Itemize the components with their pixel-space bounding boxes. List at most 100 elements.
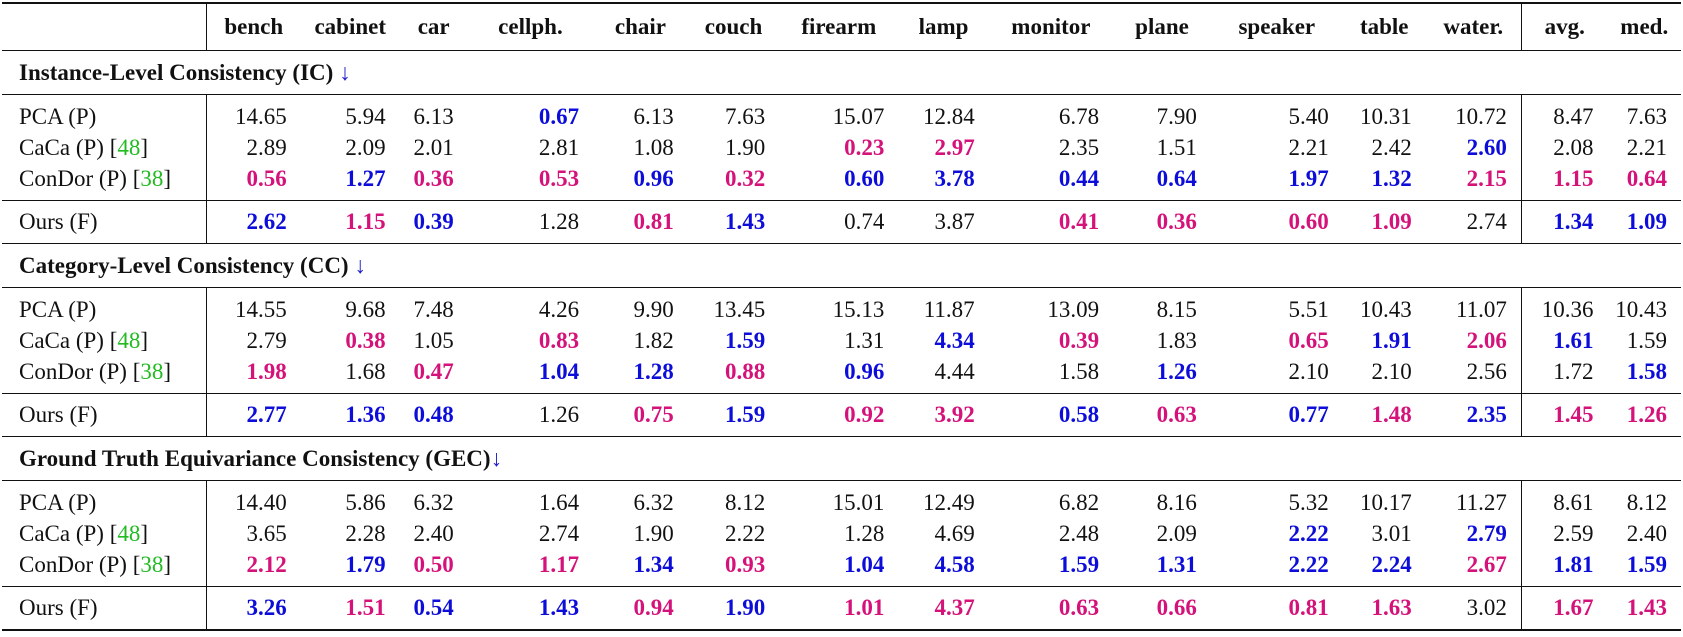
column-header-table: table [1342,2,1426,51]
value-cell: 2.10 [1371,359,1412,384]
table-row: Ours (F) 3.26 1.51 0.54 1.43 0.94 1.90 1.01 4.37… [2,586,1681,631]
value-cell: 2.48 [1058,521,1100,546]
value-cell: 0.60 [1210,200,1343,244]
value-cell: 3.02 [1425,586,1522,631]
value-cell: 1.98 [246,359,287,384]
citation-link[interactable]: 38 [140,552,164,577]
method-name: Ours (F) [19,209,98,234]
value-cell: 4.26 [538,297,580,322]
value-cell: 0.60 [844,166,885,191]
value-cell: 12.84 [922,104,975,129]
value-cell: 1.28 [467,200,594,244]
method-name: ConDor (P) [19,552,127,577]
down-arrow-icon: ↓ [339,60,351,85]
value-cell: 1.32 [1371,166,1412,191]
value-cell: 4.44 [934,359,975,384]
citation-link[interactable]: 38 [140,359,164,384]
column-header-med: med. [1607,2,1681,51]
value-cell: 1.08 [633,135,674,160]
value-cell: 0.64 [1156,166,1197,191]
value-cell: 0.53 [538,166,580,191]
value-cell: 1.43 [467,586,594,631]
value-cell: 2.67 [1425,549,1522,587]
value-cell: 1.63 [1342,586,1426,631]
value-cell: 1.81 [1553,552,1594,577]
value-cell: 1.83 [1156,328,1197,353]
value-cell: 10.43 [1615,297,1667,322]
value-cell: 2.79 [246,328,287,353]
value-cell: 15.13 [832,297,885,322]
value-cell: 1.26 [467,393,594,437]
value-cell: 1.59 [687,393,780,437]
value-cell: 1.51 [300,586,400,631]
value-cell: 6.78 [1058,104,1100,129]
value-cell: 8.15 [1156,297,1197,322]
value-cell: 2.22 [1288,521,1329,546]
value-cell: 5.40 [1288,104,1329,129]
value-cell: 11.07 [1425,287,1522,325]
value-cell: 1.36 [300,393,400,437]
method-label: ConDor (P) [38] [2,356,207,394]
value-cell: 0.32 [724,166,766,191]
value-cell: 1.67 [1521,586,1608,631]
value-cell: 7.48 [413,297,454,322]
header-row: bench cabinet car cellph. chair couch firearm l… [2,2,1681,51]
value-cell: 15.07 [832,104,885,129]
value-cell: 1.48 [1342,393,1426,437]
value-cell: 1.90 [724,135,766,160]
value-cell: 4.58 [934,552,975,577]
method-name: PCA (P) [19,490,97,515]
value-cell: 1.31 [844,328,885,353]
value-cell: 0.39 [399,200,468,244]
value-cell: 9.90 [633,297,674,322]
value-cell: 7.90 [1156,104,1197,129]
value-cell: 5.86 [345,490,386,515]
value-cell: 2.35 [1425,393,1522,437]
value-cell: 0.23 [844,135,885,160]
value-cell: 1.28 [633,359,674,384]
citation-link[interactable]: 48 [117,521,141,546]
value-cell: 1.34 [1521,200,1608,244]
value-cell: 10.36 [1541,297,1594,322]
value-cell: 1.31 [1156,552,1197,577]
value-cell: 2.79 [1425,518,1522,549]
value-cell: 4.69 [934,521,975,546]
value-cell: 0.58 [988,393,1114,437]
value-cell: 1.58 [1058,359,1100,384]
value-cell: 2.12 [246,552,287,577]
value-cell: 0.93 [724,552,766,577]
value-cell: 1.15 [1553,166,1594,191]
value-cell: 0.83 [538,328,580,353]
value-cell: 1.64 [538,490,580,515]
value-cell: 0.39 [1058,328,1100,353]
value-cell: 1.26 [1156,359,1197,384]
value-cell: 14.55 [235,297,287,322]
value-cell: 1.61 [1553,328,1594,353]
section-header-row: Category-Level Consistency (CC) ↓ [2,243,1681,288]
value-cell: 14.40 [235,490,287,515]
value-cell: 0.65 [1288,328,1329,353]
citation-link[interactable]: 48 [117,328,141,353]
citation-link[interactable]: 38 [140,166,164,191]
citation-link[interactable]: 48 [117,135,141,160]
column-header-bench: bench [206,2,301,51]
value-cell: 11.27 [1425,480,1522,518]
value-cell: 1.17 [538,552,580,577]
method-label: Ours (F) [2,200,207,244]
method-name: ConDor (P) [19,166,127,191]
method-name: CaCa (P) [19,328,104,353]
method-name: CaCa (P) [19,521,104,546]
value-cell: 6.32 [413,490,454,515]
value-cell: 2.40 [413,521,454,546]
value-cell: 1.28 [844,521,885,546]
section-title: Instance-Level Consistency (IC) ↓ [2,50,1681,95]
value-cell: 7.63 [1626,104,1667,129]
value-cell: 3.87 [898,200,989,244]
value-cell: 2.74 [538,521,580,546]
value-cell: 2.59 [1553,521,1594,546]
value-cell: 5.51 [1288,297,1329,322]
method-label: Ours (F) [2,586,207,631]
column-header-lamp: lamp [898,2,989,51]
value-cell: 1.91 [1371,328,1412,353]
